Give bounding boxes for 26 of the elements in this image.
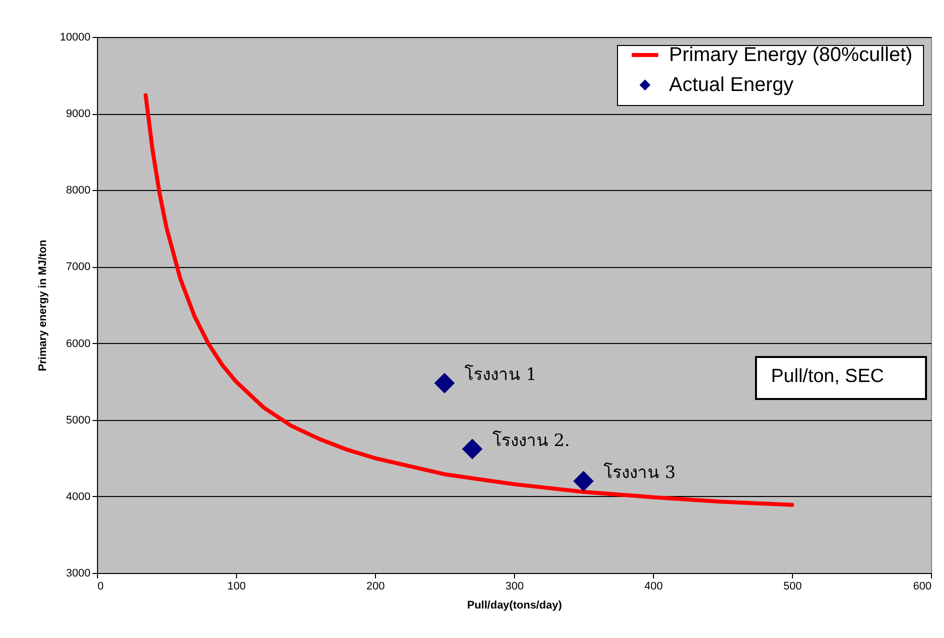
y-tick-label: 8000 xyxy=(66,184,90,197)
y-tick-label: 4000 xyxy=(66,490,90,503)
y-tick-label: 6000 xyxy=(66,338,90,350)
annotation: โรงงาน 2. xyxy=(492,430,570,451)
point xyxy=(434,372,455,394)
y-axis-title: Primary energy in MJ/ton xyxy=(36,240,49,372)
x-axis-title: Pull/day(tons/day) xyxy=(467,600,562,612)
y-tick-label: 10000 xyxy=(60,32,90,44)
x-tick-label: 400 xyxy=(644,580,663,592)
x-tick-label: 300 xyxy=(505,580,524,592)
x-tick-label: 0 xyxy=(98,580,104,592)
legend-label: Primary Energy (80%cullet) xyxy=(669,44,912,66)
x-tick-label: 600 xyxy=(913,580,932,592)
x-tick-label: 500 xyxy=(783,580,802,592)
y-tick-label: 9000 xyxy=(66,108,90,120)
annotation: Pull/ton, SEC xyxy=(755,356,927,400)
legend-label: Actual Energy xyxy=(669,74,794,96)
annotation: โรงงาน 1 xyxy=(464,364,537,386)
point xyxy=(462,438,483,460)
x-tick-label: 200 xyxy=(366,580,385,592)
y-tick-label: 7000 xyxy=(66,261,90,274)
y-tick-label: 3000 xyxy=(66,568,90,580)
point xyxy=(573,470,594,492)
annotation: โรงงาน 3 xyxy=(604,462,676,484)
y-tick-label: 5000 xyxy=(66,414,90,426)
x-tick-label: 100 xyxy=(227,580,246,592)
